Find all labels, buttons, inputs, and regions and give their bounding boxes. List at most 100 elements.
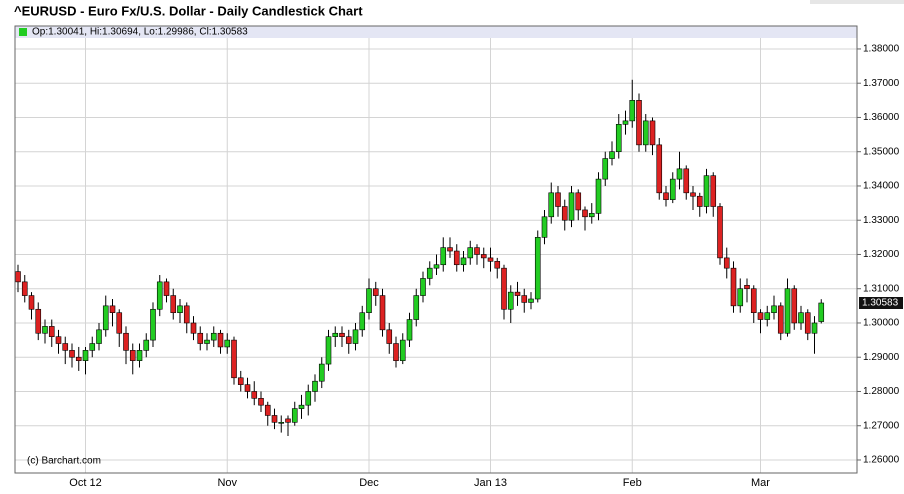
candle-body <box>744 284 750 290</box>
y-tick-label: 1.28000 <box>863 386 900 397</box>
candle-body <box>258 398 264 406</box>
candle-body <box>737 288 744 307</box>
candle-body <box>75 356 82 361</box>
candle-body <box>642 120 649 146</box>
last-price-label: 1.30583 <box>862 298 899 309</box>
candle-body <box>582 209 588 218</box>
candle-body <box>278 422 285 424</box>
candle-body <box>156 281 163 310</box>
candle-body <box>42 326 48 334</box>
candle-body <box>649 120 656 146</box>
candle-body <box>28 295 35 310</box>
candle-body <box>251 391 258 399</box>
candle-body <box>332 332 339 337</box>
candle-body <box>372 288 379 296</box>
candle-body <box>413 295 420 320</box>
candle-body <box>447 247 453 252</box>
candle-body <box>453 250 460 266</box>
candle-body <box>48 326 55 337</box>
legend-swatch <box>19 28 27 36</box>
candle-body <box>561 206 568 221</box>
candle-body <box>352 329 359 344</box>
x-tick-label: Feb <box>623 477 642 489</box>
candle-body <box>102 305 109 331</box>
candle-body <box>723 257 730 269</box>
candle-body <box>588 213 595 218</box>
candle-body <box>696 195 703 207</box>
candle-body <box>345 336 352 344</box>
candle-body <box>615 124 622 153</box>
y-tick-label: 1.27000 <box>863 420 900 431</box>
candle-body <box>595 178 602 214</box>
y-tick-label: 1.31000 <box>863 283 900 294</box>
x-tick-label: Nov <box>217 477 237 489</box>
candle-body <box>534 237 541 300</box>
candle-body <box>62 343 69 351</box>
x-tick-label: Jan 13 <box>474 477 507 489</box>
candle-body <box>393 343 399 361</box>
candle-body <box>750 288 757 313</box>
candle-body <box>683 168 690 194</box>
candle-body <box>379 295 386 331</box>
candle-body <box>197 332 204 344</box>
candle-body <box>426 267 433 279</box>
candle-body <box>386 329 393 344</box>
candle-body <box>21 281 28 296</box>
candle-body <box>663 192 669 200</box>
candle-body <box>609 151 615 159</box>
y-tick-label: 1.29000 <box>863 352 900 363</box>
x-tick-label: Dec <box>359 477 379 489</box>
candle-body <box>771 305 777 313</box>
candle-body <box>777 305 784 334</box>
candle-body <box>440 247 447 266</box>
candle-body <box>804 312 811 334</box>
candle-body <box>487 257 494 262</box>
candle-body <box>123 332 129 351</box>
candle-body <box>264 404 271 416</box>
candle-body <box>406 319 413 341</box>
last-price-box <box>859 297 903 310</box>
y-tick-label: 1.36000 <box>863 112 900 123</box>
candle-body <box>501 267 507 310</box>
candle-body <box>170 295 177 313</box>
candle-body <box>312 380 318 392</box>
candle-body <box>433 264 440 269</box>
y-tick-label: 1.37000 <box>863 78 900 89</box>
candle-body <box>366 288 372 313</box>
candle-body <box>507 291 514 310</box>
x-tick-label: Mar <box>751 477 770 489</box>
candle-body <box>757 312 764 320</box>
candle-body <box>690 192 696 197</box>
candle-body <box>710 175 717 207</box>
candle-body <box>399 339 406 361</box>
candle-body <box>521 295 528 303</box>
plot-frame <box>14 25 858 474</box>
candle-body <box>474 247 480 255</box>
candle-body <box>177 305 183 313</box>
candle-body <box>730 267 737 307</box>
candle-body <box>703 175 710 207</box>
candle-body <box>514 291 521 296</box>
candle-body <box>568 192 575 221</box>
candle-body <box>467 247 474 259</box>
candle-body <box>622 120 629 125</box>
candle-body <box>35 308 42 334</box>
candle-body <box>555 192 561 207</box>
candle-body <box>271 415 278 423</box>
annotation: (c) Barchart.com <box>27 456 101 467</box>
candle-body <box>204 339 210 344</box>
legend-text: Op:1.30041, Hi:1.30694, Lo:1.29986, Cl:1… <box>32 27 248 38</box>
y-tick-label: 1.30000 <box>863 318 900 329</box>
candle-body <box>791 288 798 324</box>
y-tick-label: 1.35000 <box>863 146 900 157</box>
y-tick-label: 1.38000 <box>863 44 900 55</box>
candle-body <box>420 278 426 296</box>
chart-title: ^EURUSD - Euro Fx/U.S. Dollar - Daily Ca… <box>14 3 363 18</box>
candle-body <box>231 339 237 379</box>
candle-body <box>480 254 487 259</box>
candle-body <box>190 322 197 334</box>
candle-body <box>541 216 548 238</box>
candle-body <box>494 261 501 269</box>
candle-body <box>82 350 89 361</box>
